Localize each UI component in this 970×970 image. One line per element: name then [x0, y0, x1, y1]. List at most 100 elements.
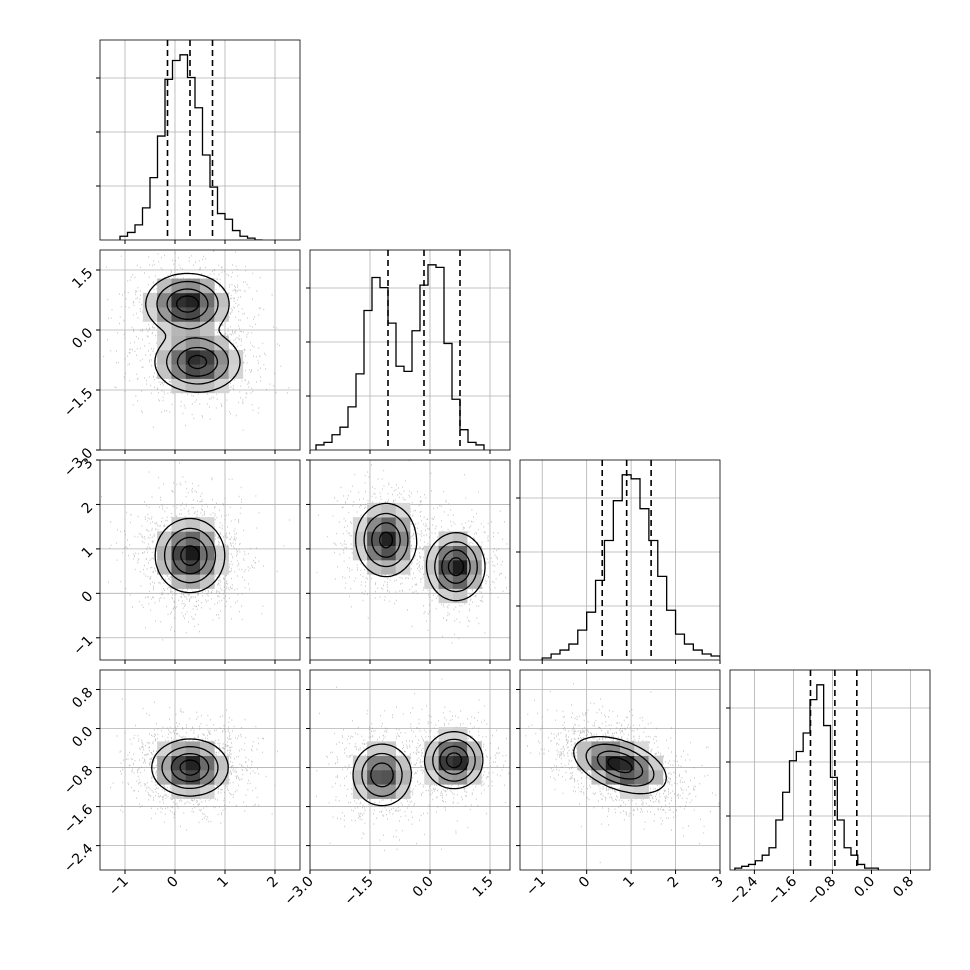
- x-tick-label: −1.6: [765, 873, 800, 908]
- contour-line: [363, 512, 478, 593]
- density-cell: [171, 755, 187, 771]
- panel-frame: [309, 459, 511, 661]
- panel-frame: [99, 459, 301, 661]
- density-cell: [157, 741, 172, 757]
- density-cell: [171, 531, 187, 547]
- x-tick-label: 0: [164, 874, 182, 892]
- density-cell: [381, 770, 397, 785]
- contour-line: [352, 731, 484, 807]
- histogram-step: [734, 684, 879, 870]
- density-cell: [381, 741, 397, 757]
- histogram-panel-0: [96, 39, 301, 244]
- density-cell: [185, 574, 201, 589]
- density-cell: [381, 545, 397, 561]
- density-cell: [214, 545, 229, 561]
- x-tick-label: 0: [576, 874, 594, 892]
- density-cell: [381, 560, 397, 575]
- density-cell: [200, 784, 215, 799]
- histogram-step: [541, 474, 720, 660]
- density-cell: [367, 545, 382, 561]
- density-cell: [577, 755, 592, 771]
- density-cell: [381, 784, 397, 799]
- density-cell: [157, 560, 172, 575]
- density-cell: [648, 770, 664, 785]
- contour-line: [180, 545, 200, 566]
- contour-line: [156, 280, 230, 385]
- contour-line: [161, 746, 219, 790]
- density-cell: [214, 770, 229, 785]
- density-cell: [367, 755, 382, 771]
- density-cell: [424, 574, 439, 589]
- y-tick-label: −2.4: [61, 841, 96, 876]
- density-cell: [591, 770, 607, 785]
- density-cell: [352, 770, 368, 785]
- density-cell: [438, 727, 454, 742]
- density-cell: [395, 560, 411, 575]
- contour-line: [170, 752, 210, 783]
- panel-frame: [519, 459, 721, 661]
- histogram-step: [315, 264, 485, 450]
- density-cell: [228, 364, 244, 379]
- density-layer: [310, 670, 510, 870]
- density-cell: [200, 517, 215, 532]
- density-cell: [367, 770, 382, 785]
- contour-panel-0-1: −3.0−1.50.01.5: [61, 249, 301, 480]
- density-cell: [634, 784, 649, 799]
- contour-line: [370, 745, 469, 788]
- x-tick-label: −0.8: [804, 874, 839, 909]
- density-cell: [200, 350, 215, 365]
- density-cell: [452, 727, 468, 742]
- density-cell: [171, 517, 187, 532]
- x-tick-label: 1: [214, 874, 232, 892]
- density-cell: [157, 292, 172, 308]
- density-cell: [367, 741, 382, 757]
- x-tick-label: 0.8: [890, 874, 917, 901]
- y-tick-label: 1.5: [69, 265, 96, 292]
- panel-frame: [99, 669, 301, 871]
- density-cell: [452, 574, 468, 589]
- density-cell: [185, 531, 201, 547]
- density-cell: [185, 378, 201, 394]
- x-tick-label: −1.5: [341, 874, 376, 909]
- density-cell: [395, 784, 411, 799]
- contour-line: [179, 759, 201, 776]
- x-tick-label: −3.0: [281, 874, 316, 909]
- contour-line: [573, 735, 667, 795]
- density-cell: [381, 755, 397, 771]
- contour-line: [163, 527, 217, 584]
- x-tick-label: −2.4: [726, 873, 761, 908]
- contour-line: [151, 738, 229, 797]
- density-layer: [100, 460, 300, 660]
- density-cell: [214, 560, 229, 575]
- y-tick-label: −0.8: [61, 763, 96, 798]
- density-cell: [648, 755, 664, 771]
- x-tick-label: 3: [709, 874, 727, 892]
- histogram-panel-3: −2.4 −1.6 −0.8 0.0 0.8: [726, 669, 931, 909]
- density-cell: [634, 770, 649, 785]
- density-cell: [142, 307, 158, 322]
- panel-frame: [309, 669, 511, 871]
- density-cell: [142, 292, 158, 308]
- contour-line: [585, 743, 655, 787]
- density-cell: [157, 321, 172, 337]
- panel-frame: [99, 39, 301, 241]
- density-cell: [200, 321, 215, 337]
- contour-line: [607, 756, 633, 774]
- x-tick-label: 0.0: [410, 874, 437, 901]
- histogram-panel-2: [516, 459, 721, 664]
- x-tick-label: 2: [264, 874, 282, 892]
- density-cell: [620, 770, 635, 785]
- density-cell: [157, 307, 172, 322]
- y-tick-label: 0.0: [69, 325, 96, 352]
- density-cell: [352, 517, 368, 532]
- density-cell: [157, 278, 172, 294]
- x-tick-label: 1: [620, 874, 638, 892]
- contour-line: [154, 517, 226, 594]
- density-cell: [157, 755, 172, 771]
- histogram-step: [119, 54, 263, 240]
- y-tick-label: 0.0: [69, 724, 96, 751]
- y-tick-label: −1.5: [61, 385, 96, 420]
- x-tick-label: −1: [523, 874, 549, 900]
